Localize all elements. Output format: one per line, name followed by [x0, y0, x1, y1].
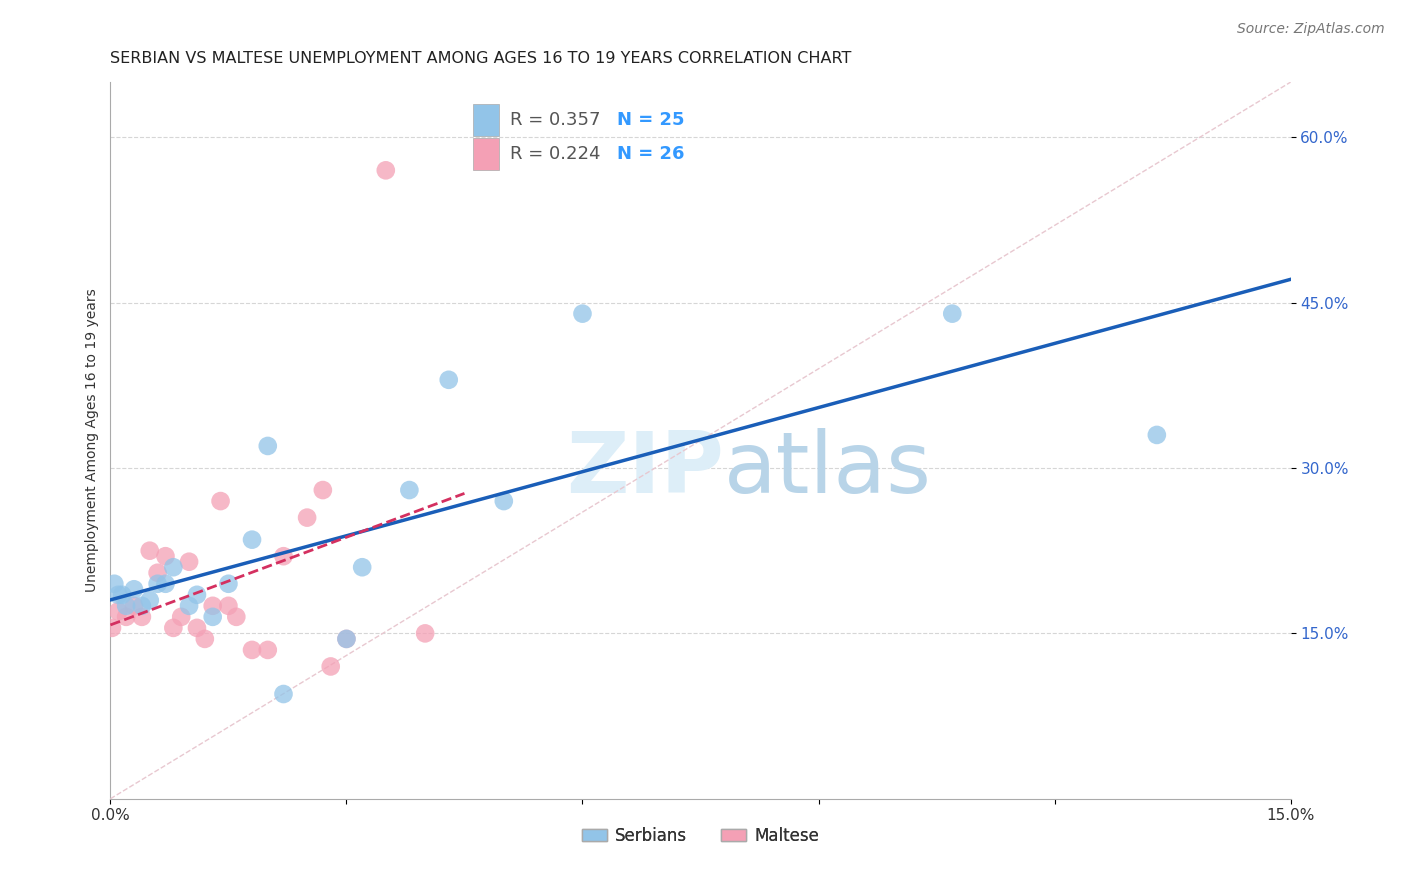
Point — [1146, 428, 1168, 442]
Point — [107, 588, 129, 602]
Text: N = 25: N = 25 — [617, 112, 685, 129]
Point — [177, 555, 200, 569]
Point — [155, 576, 177, 591]
Text: R = 0.224: R = 0.224 — [510, 145, 619, 162]
Point — [295, 510, 318, 524]
Point — [256, 643, 278, 657]
Point — [107, 604, 129, 618]
Text: ZIP: ZIP — [567, 427, 724, 510]
Point — [335, 632, 357, 646]
Point — [139, 543, 162, 558]
Legend: Serbians, Maltese: Serbians, Maltese — [575, 820, 825, 851]
Y-axis label: Unemployment Among Ages 16 to 19 years: Unemployment Among Ages 16 to 19 years — [86, 289, 100, 592]
FancyBboxPatch shape — [472, 104, 499, 136]
FancyBboxPatch shape — [472, 137, 499, 169]
Point — [352, 560, 374, 574]
Point — [492, 494, 515, 508]
Point — [437, 373, 460, 387]
Text: R = 0.357: R = 0.357 — [510, 112, 619, 129]
Point — [162, 621, 184, 635]
Point — [177, 599, 200, 613]
Point — [115, 599, 138, 613]
Text: atlas: atlas — [724, 427, 932, 510]
Point — [115, 610, 138, 624]
Text: Source: ZipAtlas.com: Source: ZipAtlas.com — [1237, 22, 1385, 37]
Point — [170, 610, 193, 624]
Point — [186, 621, 208, 635]
Point — [240, 643, 263, 657]
Point — [413, 626, 436, 640]
Point — [186, 588, 208, 602]
Point — [319, 659, 342, 673]
Point — [146, 576, 169, 591]
Point — [273, 687, 295, 701]
Point — [155, 549, 177, 564]
Point — [201, 599, 224, 613]
Point — [194, 632, 217, 646]
Point — [217, 599, 239, 613]
Point — [131, 599, 153, 613]
Point — [225, 610, 247, 624]
Point — [256, 439, 278, 453]
Point — [111, 588, 134, 602]
Point — [335, 632, 357, 646]
Point — [398, 483, 420, 497]
Point — [312, 483, 335, 497]
Text: SERBIAN VS MALTESE UNEMPLOYMENT AMONG AGES 16 TO 19 YEARS CORRELATION CHART: SERBIAN VS MALTESE UNEMPLOYMENT AMONG AG… — [111, 51, 852, 66]
Point — [162, 560, 184, 574]
Point — [139, 593, 162, 607]
Point — [122, 582, 145, 597]
Point — [209, 494, 232, 508]
Point — [941, 307, 963, 321]
Point — [122, 599, 145, 613]
Point — [571, 307, 593, 321]
Point — [374, 163, 396, 178]
Text: N = 26: N = 26 — [617, 145, 685, 162]
Point — [131, 610, 153, 624]
Point — [101, 621, 124, 635]
Point — [201, 610, 224, 624]
Point — [217, 576, 239, 591]
Point — [273, 549, 295, 564]
Point — [240, 533, 263, 547]
Point — [103, 576, 125, 591]
Point — [146, 566, 169, 580]
